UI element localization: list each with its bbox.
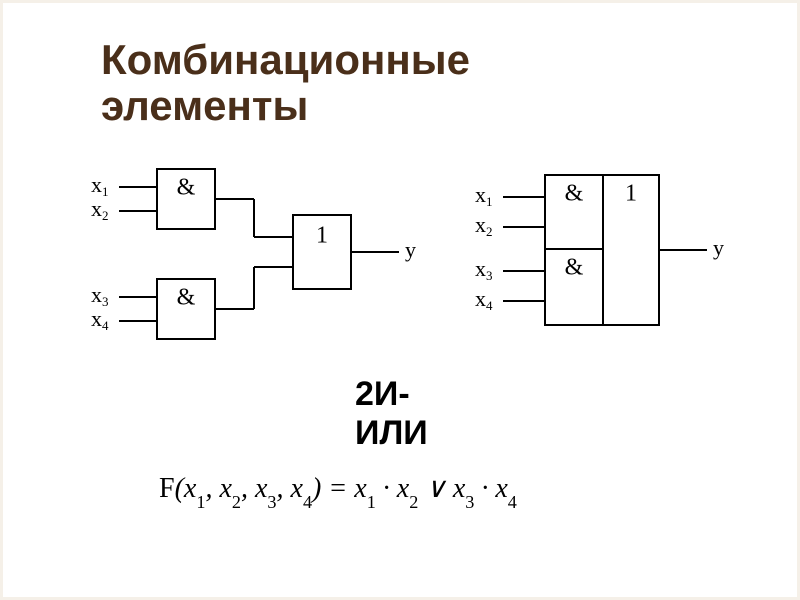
svg-text:x3: x3	[91, 282, 109, 309]
gate-name-label: 2И-ИЛИ	[355, 375, 428, 453]
svg-text:x4: x4	[91, 306, 109, 333]
svg-text:x2: x2	[475, 212, 493, 239]
slide-title: Комбинационныеэлементы	[101, 37, 470, 129]
slide: Комбинационныеэлементы &&1x1x2x3x4y &&1x…	[0, 0, 800, 600]
svg-text:y: y	[405, 237, 416, 262]
boolean-formula: F(x1, x2, x3, x4) = x1 · x2 ∨ x3 · x4	[159, 471, 517, 509]
diagram-composite-gate: & & 1 x1 x2 x3 x4 y	[473, 161, 733, 349]
svg-text:x2: x2	[91, 196, 109, 223]
svg-text:&: &	[565, 255, 584, 281]
svg-text:x4: x4	[475, 286, 493, 313]
svg-text:&: &	[565, 181, 584, 207]
diagram-three-gates: & & 1 x1x2 x3x4 y	[89, 161, 425, 349]
svg-text:1: 1	[625, 181, 637, 207]
svg-text:1: 1	[316, 223, 328, 249]
svg-text:y: y	[713, 235, 724, 260]
svg-text:&: &	[177, 285, 196, 311]
svg-text:&: &	[177, 175, 196, 201]
svg-text:x3: x3	[475, 256, 493, 283]
svg-text:x1: x1	[475, 182, 493, 209]
svg-text:x1: x1	[91, 172, 109, 199]
